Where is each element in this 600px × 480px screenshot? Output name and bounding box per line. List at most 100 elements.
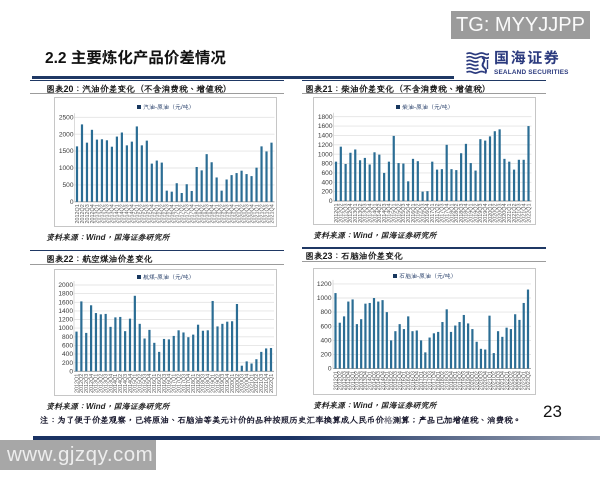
svg-text:2016Q1: 2016Q1 (411, 204, 417, 223)
svg-text:800: 800 (321, 161, 332, 168)
svg-text:2014Q4: 2014Q4 (380, 371, 386, 390)
svg-text:2019Q2: 2019Q2 (215, 374, 221, 393)
svg-text:2013Q3: 2013Q3 (359, 371, 365, 390)
svg-text:2020Q4: 2020Q4 (502, 204, 508, 223)
svg-text:2020Q3: 2020Q3 (497, 204, 503, 223)
svg-text:2012Q2: 2012Q2 (79, 204, 85, 223)
svg-text:2020Q4: 2020Q4 (483, 371, 489, 390)
svg-text:500: 500 (62, 182, 73, 189)
svg-text:2017Q1: 2017Q1 (430, 204, 436, 223)
svg-text:2000: 2000 (58, 131, 73, 138)
svg-text:2021Q2: 2021Q2 (512, 204, 518, 223)
svg-text:2017Q4: 2017Q4 (444, 204, 450, 223)
svg-text:0: 0 (329, 198, 333, 205)
svg-text:2013Q1: 2013Q1 (350, 371, 356, 390)
svg-text:2012Q4: 2012Q4 (88, 374, 94, 393)
svg-text:800: 800 (320, 309, 331, 316)
svg-text:600: 600 (61, 343, 72, 350)
svg-text:2016Q1: 2016Q1 (152, 374, 158, 393)
svg-text:2018Q1: 2018Q1 (194, 204, 200, 223)
svg-text:0: 0 (69, 368, 73, 375)
svg-text:1000: 1000 (58, 165, 73, 172)
svg-text:2019Q3: 2019Q3 (478, 204, 484, 223)
svg-text:2019Q4: 2019Q4 (466, 371, 472, 390)
svg-text:2015Q3: 2015Q3 (142, 374, 148, 393)
svg-text:2015Q1: 2015Q1 (132, 374, 138, 393)
svg-text:2015Q4: 2015Q4 (397, 371, 403, 390)
svg-text:2021Q4: 2021Q4 (269, 204, 275, 223)
svg-text:2014Q1: 2014Q1 (368, 371, 374, 390)
svg-text:0: 0 (69, 199, 73, 206)
svg-text:2012Q2: 2012Q2 (339, 204, 345, 223)
svg-text:2023Q1: 2023Q1 (522, 371, 528, 390)
svg-text:1500: 1500 (58, 148, 73, 155)
svg-text:2012Q3: 2012Q3 (343, 204, 349, 223)
svg-text:2021Q2: 2021Q2 (492, 371, 498, 390)
svg-text:2000: 2000 (58, 282, 73, 289)
svg-text:2012Q4: 2012Q4 (348, 204, 354, 223)
svg-text:2014Q1: 2014Q1 (114, 204, 120, 223)
svg-text:2018Q4: 2018Q4 (205, 374, 211, 393)
svg-text:2022Q1: 2022Q1 (526, 204, 532, 223)
svg-text:1400: 1400 (58, 308, 73, 315)
svg-text:800: 800 (61, 334, 72, 341)
svg-text:2012Q2: 2012Q2 (338, 371, 344, 390)
svg-text:2019Q1: 2019Q1 (210, 374, 216, 393)
svg-text:2014Q1: 2014Q1 (372, 204, 378, 223)
svg-text:2018Q3: 2018Q3 (459, 204, 465, 223)
svg-text:2014Q2: 2014Q2 (119, 204, 125, 223)
svg-text:2016Q4: 2016Q4 (166, 374, 172, 393)
svg-text:2021Q3: 2021Q3 (259, 374, 265, 393)
svg-text:2019Q4: 2019Q4 (229, 204, 235, 223)
svg-text:2012Q3: 2012Q3 (84, 374, 90, 393)
svg-text:2013Q2: 2013Q2 (358, 204, 364, 223)
svg-text:2012Q2: 2012Q2 (79, 374, 85, 393)
svg-text:2018Q4: 2018Q4 (209, 204, 215, 223)
svg-text:200: 200 (320, 352, 331, 359)
svg-text:2019Q3: 2019Q3 (224, 204, 230, 223)
svg-text:2013Q2: 2013Q2 (355, 371, 361, 390)
svg-text:2014Q3: 2014Q3 (382, 204, 388, 223)
svg-text:2021Q1: 2021Q1 (249, 374, 255, 393)
svg-text:1800: 1800 (58, 291, 73, 298)
svg-text:2014Q3: 2014Q3 (124, 204, 130, 223)
svg-text:2016Q1: 2016Q1 (402, 371, 408, 390)
svg-text:2015Q2: 2015Q2 (139, 204, 145, 223)
svg-text:1000: 1000 (318, 151, 333, 158)
svg-text:2020Q1: 2020Q1 (470, 371, 476, 390)
svg-text:2012Q1: 2012Q1 (74, 204, 80, 223)
svg-text:2016Q3: 2016Q3 (161, 374, 167, 393)
svg-text:400: 400 (320, 338, 331, 345)
svg-text:1600: 1600 (318, 123, 333, 130)
svg-text:2015Q3: 2015Q3 (393, 371, 399, 390)
svg-text:1400: 1400 (318, 133, 333, 140)
svg-text:2014Q4: 2014Q4 (127, 374, 133, 393)
svg-text:2022Q1: 2022Q1 (268, 374, 274, 393)
svg-text:2019Q4: 2019Q4 (225, 374, 231, 393)
svg-text:2014Q1: 2014Q1 (113, 374, 119, 393)
svg-text:2020Q2: 2020Q2 (234, 374, 240, 393)
svg-text:2022Q4: 2022Q4 (517, 371, 523, 390)
svg-text:2017Q3: 2017Q3 (181, 374, 187, 393)
svg-text:2014Q2: 2014Q2 (377, 204, 383, 223)
svg-text:2020Q2: 2020Q2 (474, 371, 480, 390)
svg-text:2015Q3: 2015Q3 (401, 204, 407, 223)
svg-text:2022Q3: 2022Q3 (513, 371, 519, 390)
svg-text:2016Q3: 2016Q3 (164, 204, 170, 223)
svg-text:2017Q3: 2017Q3 (427, 371, 433, 390)
svg-text:200: 200 (321, 189, 332, 196)
svg-text:2021Q3: 2021Q3 (496, 371, 502, 390)
svg-text:2014Q4: 2014Q4 (129, 204, 135, 223)
svg-text:2016Q3: 2016Q3 (410, 371, 416, 390)
svg-text:2014Q3: 2014Q3 (376, 371, 382, 390)
svg-text:2015Q1: 2015Q1 (385, 371, 391, 390)
svg-text:2022Q2: 2022Q2 (509, 371, 515, 390)
svg-text:2018Q3: 2018Q3 (200, 374, 206, 393)
svg-text:2015Q3: 2015Q3 (144, 204, 150, 223)
svg-text:2017Q4: 2017Q4 (186, 374, 192, 393)
svg-text:1000: 1000 (317, 295, 332, 302)
svg-text:2012Q4: 2012Q4 (89, 204, 95, 223)
svg-text:2015Q4: 2015Q4 (149, 204, 155, 223)
svg-text:2500: 2500 (58, 114, 73, 121)
svg-text:600: 600 (321, 170, 332, 177)
